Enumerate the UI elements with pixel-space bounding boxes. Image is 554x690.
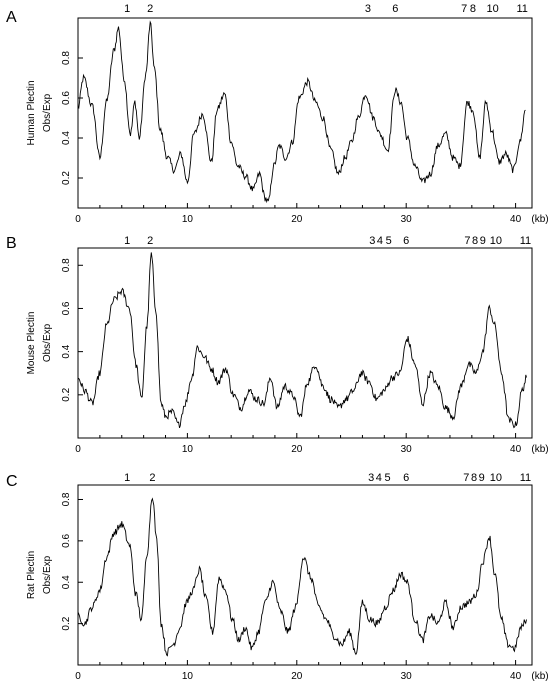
peak-label: 7: [461, 3, 467, 15]
peak-label: 3: [365, 3, 371, 15]
y-tick-label: 0.2: [61, 387, 72, 401]
peak-label: 5: [385, 472, 391, 484]
plot-frame: [77, 247, 533, 439]
peak-label: 11: [520, 472, 531, 484]
y-axis-title: Rat Plectin: [26, 551, 37, 599]
peak-label: 7: [463, 472, 469, 484]
peak-label: 2: [147, 235, 153, 247]
series-line: [77, 252, 527, 429]
peak-label: 3: [368, 472, 374, 484]
peak-label: 11: [516, 3, 527, 15]
y-tick-label: 0.4: [61, 131, 72, 145]
peak-label: 2: [149, 472, 155, 484]
plot-frame: [77, 17, 533, 209]
peak-label: 10: [486, 3, 498, 15]
x-tick-label: 20: [291, 444, 303, 455]
x-tick-label: 20: [291, 214, 303, 225]
x-tick-label: 0: [75, 671, 81, 682]
series-line: [77, 497, 527, 657]
peak-label: 6: [403, 235, 409, 247]
x-tick-label: 10: [182, 671, 194, 682]
x-tick-label: 30: [401, 444, 413, 455]
y-tick-label: 0.4: [61, 344, 72, 358]
x-tick-label: 40: [510, 444, 522, 455]
y-tick-label: 0.4: [61, 575, 72, 589]
peak-label: 11: [520, 235, 531, 247]
y-tick-label: 0.2: [61, 616, 72, 630]
y-axis-unit: Obs/Exp: [42, 323, 53, 362]
peak-label: 7: [464, 235, 470, 247]
panel-label: A: [6, 9, 17, 26]
x-tick-label: 40: [510, 671, 522, 682]
panel-label: B: [6, 235, 17, 252]
x-tick-label: 30: [401, 671, 413, 682]
peak-label: 9: [480, 235, 486, 247]
y-axis-unit: Obs/Exp: [42, 93, 53, 132]
x-tick-label: 10: [182, 444, 194, 455]
x-tick-label: 20: [291, 671, 303, 682]
peak-label: 6: [403, 472, 409, 484]
peak-label: 8: [471, 472, 477, 484]
y-tick-label: 0.6: [61, 91, 72, 105]
y-axis-title: Human Plectin: [26, 80, 37, 145]
series-line: [77, 20, 526, 204]
y-tick-label: 0.8: [61, 492, 72, 506]
x-axis-unit: (kb): [531, 214, 548, 225]
peak-label: 5: [386, 235, 392, 247]
peak-label: 10: [490, 472, 502, 484]
peak-label: 8: [472, 235, 478, 247]
peak-label: 1: [124, 235, 130, 247]
peak-label: 8: [470, 3, 476, 15]
y-axis-title: Mouse Plectin: [26, 312, 37, 375]
peak-label: 4: [376, 472, 382, 484]
x-tick-label: 10: [182, 214, 194, 225]
peak-label: 3: [369, 235, 375, 247]
x-tick-label: 0: [75, 444, 81, 455]
peak-label: 10: [490, 235, 502, 247]
y-tick-label: 0.6: [61, 301, 72, 315]
y-tick-label: 0.8: [61, 51, 72, 65]
plot-frame: [77, 484, 533, 666]
peak-label: 9: [479, 472, 485, 484]
y-tick-label: 0.2: [61, 171, 72, 185]
peak-label: 6: [392, 3, 398, 15]
peak-label: 4: [377, 235, 383, 247]
y-axis-unit: Obs/Exp: [42, 555, 53, 594]
x-tick-label: 30: [401, 214, 413, 225]
peak-label: 2: [147, 3, 153, 15]
panel-label: C: [6, 473, 18, 490]
x-tick-label: 40: [510, 214, 522, 225]
y-tick-label: 0.6: [61, 533, 72, 547]
y-tick-label: 0.8: [61, 258, 72, 272]
peak-label: 1: [124, 3, 130, 15]
peak-label: 1: [124, 472, 130, 484]
x-axis-unit: (kb): [531, 671, 548, 682]
x-axis-unit: (kb): [531, 444, 548, 455]
x-tick-label: 0: [75, 214, 81, 225]
